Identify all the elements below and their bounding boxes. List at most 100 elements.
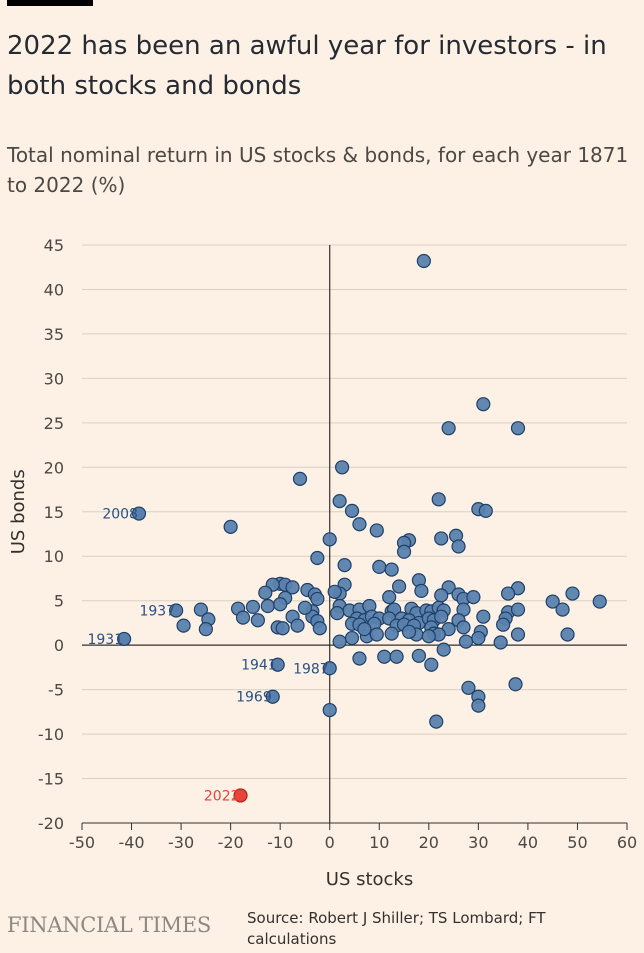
data-point [476,397,491,412]
x-tick-label: 50 [567,833,587,852]
data-point [285,580,300,595]
data-point [434,531,449,546]
data-point [344,503,360,518]
data-point [493,635,508,650]
y-tick-label: 5 [54,592,64,611]
data-point [424,657,439,672]
data-point [471,630,486,646]
data-point [250,613,265,628]
y-tick-label: 10 [44,547,64,566]
data-point [411,648,427,663]
annotated-point [265,689,280,704]
chart-title: 2022 has been an awful year for investor… [7,31,607,101]
data-point [496,617,511,632]
data-point [476,609,491,624]
x-tick-label: 0 [325,833,335,852]
data-point [337,558,352,573]
y-tick-label: 45 [44,236,64,255]
data-point [290,618,305,633]
data-point [377,649,392,664]
data-point [391,579,407,594]
point-label: 2008 [102,507,138,523]
data-point [310,591,325,607]
data-points [117,253,607,803]
data-point [327,584,342,599]
data-point [456,620,471,635]
data-point [176,618,191,633]
data-point [401,624,417,639]
data-point [434,588,449,603]
y-tick-labels: -20 -15 -10 -5 0 5 10 15 20 25 30 35 40 45 [38,236,64,833]
y-tick-label: 30 [44,369,64,388]
x-tick-label: 60 [617,833,637,852]
y-axis-title: US bonds [8,469,29,554]
x-tick-label: -50 [69,833,95,852]
data-point [458,634,474,649]
data-point [565,586,580,601]
y-tick-label: 35 [44,325,64,344]
point-label: 1969 [236,690,272,706]
data-point [384,562,399,577]
data-point [260,598,275,614]
data-point [292,471,308,486]
gridlines [82,244,627,824]
y-tick-label: 40 [44,280,64,299]
x-tick-label: -40 [118,833,144,852]
x-tick-label: -10 [267,833,293,852]
x-tick-label: 20 [419,833,439,852]
data-point [312,621,327,636]
data-point [592,594,607,609]
annotated-point [233,788,248,803]
data-point [335,460,350,475]
y-tick-label: 0 [54,636,64,655]
data-point [297,600,313,615]
data-point [396,544,412,559]
annotated-point [117,631,132,647]
data-point [193,602,209,617]
data-point [332,634,347,649]
data-point [310,550,325,566]
y-tick-label: -15 [38,770,64,789]
data-point [416,253,431,269]
point-label: 1937 [139,603,175,619]
point-label: 2022 [204,788,240,804]
data-point [352,517,367,532]
data-point [478,503,493,518]
annotated-point [169,603,184,618]
data-point [436,642,451,657]
data-point [372,559,387,575]
y-tick-label: 25 [44,414,64,433]
data-point [560,627,575,642]
annotated-point [322,661,337,676]
point-annotations: 2008 1937 1931 1941 1987 1969 2022 [87,507,328,805]
ft-logo: FINANCIAL TIMES [7,913,211,937]
data-point [389,649,404,664]
x-tick-labels: -50 -40 -30 -20 -10 0 10 20 30 40 50 60 [69,833,637,852]
data-point [275,621,290,636]
x-tick-label: 30 [468,833,488,852]
data-point [510,602,526,617]
data-point [322,532,337,547]
point-label: 1941 [241,658,277,674]
data-point [322,702,337,718]
data-point [330,606,345,621]
y-tick-label: -5 [48,681,64,700]
data-point [357,622,372,637]
source-note: Source: Robert J Shiller; TS Lombard; FT… [247,909,546,948]
x-tick-label: 40 [518,833,538,852]
annotated-point [270,657,285,672]
axes [81,245,628,830]
data-point [384,626,399,641]
data-point [545,594,560,609]
point-label: 1931 [87,632,123,648]
top-rule [7,0,93,6]
data-point [332,493,347,509]
y-tick-label: 20 [44,458,64,477]
data-point [235,610,251,625]
annotated-point [131,506,147,521]
data-point [500,586,516,601]
y-tick-label: -20 [38,814,64,833]
data-point [429,714,444,729]
chart-subtitle: Total nominal return in US stocks & bond… [7,143,629,197]
